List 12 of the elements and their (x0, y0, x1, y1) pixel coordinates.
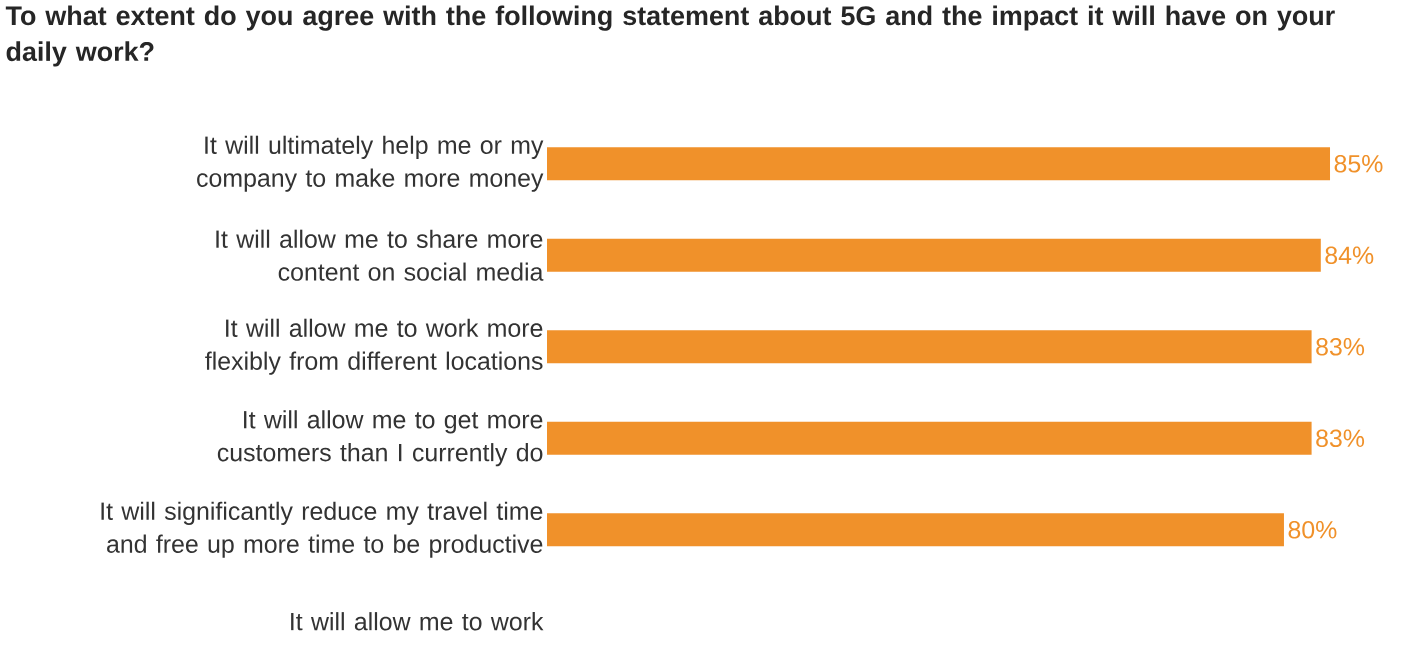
data-label: 84% (1325, 246, 1374, 265)
chart-title: To what extent do you agree with the following statement about 5G and the impact it will have on your daily work? (5, 5, 1335, 67)
y-tick-label: It will allow me to share more content on social media (216, 229, 544, 281)
data-label: 83% (1316, 429, 1365, 448)
y-tick-label: It will significantly reduce my travel time and free up more time to be productive (101, 501, 543, 558)
data-label: 80% (1288, 520, 1337, 539)
y-tick-label: It will allow me to work more flexibly from different locations (205, 318, 543, 375)
y-tick-label: It will allow me to get more customers than I currently do (217, 410, 543, 467)
y-tick-label: It will allow me to work (291, 612, 544, 631)
y-tick-label: It will ultimately help me or my company to make more money (197, 135, 544, 192)
data-label: 85% (1334, 154, 1383, 173)
data-label: 83% (1316, 337, 1365, 356)
